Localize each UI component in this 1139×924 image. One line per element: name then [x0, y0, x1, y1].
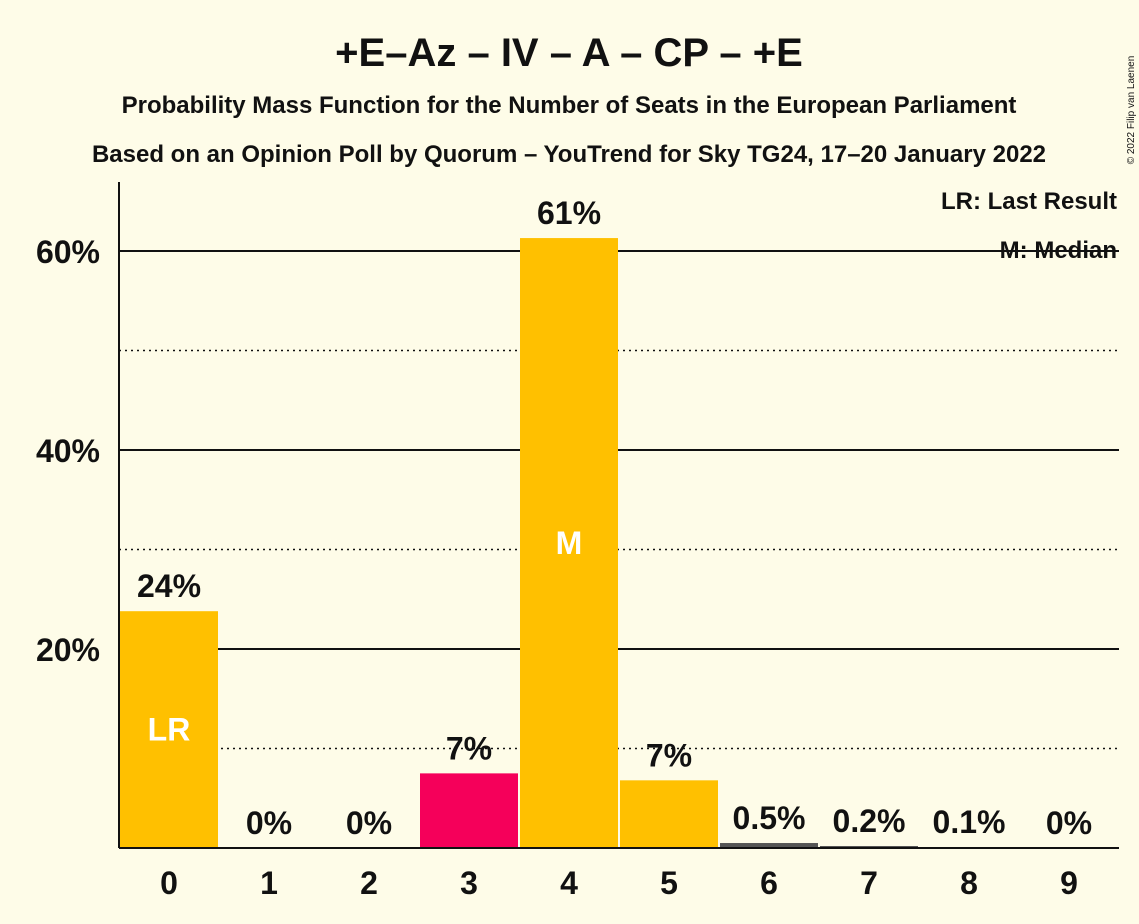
x-tick-label-8: 8 [960, 865, 978, 901]
legend-last-result: LR: Last Result [941, 188, 1117, 215]
copyright-text: © 2022 Filip van Laenen [1126, 56, 1137, 165]
x-tick-label-0: 0 [160, 865, 178, 901]
gridlines [119, 250, 1119, 750]
chart-subtitle-poll: Based on an Opinion Poll by Quorum – You… [92, 141, 1046, 168]
x-tick-label-1: 1 [260, 865, 278, 901]
y-tick-label: 20% [36, 632, 100, 668]
x-tick-label-9: 9 [1060, 865, 1078, 901]
x-tick-label-4: 4 [560, 865, 578, 901]
axis-ticks: 0 1 2 3 4 5 6 7 8 9 20% 40% 60% [36, 234, 1078, 901]
y-tick-label: 60% [36, 234, 100, 270]
bar-value-label-0: 24% [137, 568, 201, 604]
bar-value-label-1: 0% [246, 805, 292, 841]
bar-4 [520, 238, 618, 848]
bar-3 [420, 773, 518, 848]
y-tick-label: 40% [36, 433, 100, 469]
bar-value-label-2: 0% [346, 805, 392, 841]
x-tick-label-6: 6 [760, 865, 778, 901]
bar-value-label-4: 61% [537, 195, 601, 231]
bar-value-label-6: 0.5% [733, 800, 806, 836]
bar-value-label-8: 0.1% [933, 804, 1006, 840]
x-tick-label-3: 3 [460, 865, 478, 901]
bar-value-label-3: 7% [446, 730, 492, 766]
x-tick-label-5: 5 [660, 865, 678, 901]
bar-5 [620, 780, 718, 848]
x-tick-label-2: 2 [360, 865, 378, 901]
x-tick-label-7: 7 [860, 865, 878, 901]
bar-value-label-9: 0% [1046, 805, 1092, 841]
bar-inner-mark-0: LR [148, 712, 191, 748]
bar-inner-mark-4: M [556, 525, 583, 561]
legend-median: M: Median [1000, 237, 1117, 264]
bars: 24% LR 0% 0% 7% 61% M 7% 0.5% 0.2% 0.1% 0% [120, 195, 1092, 848]
bar-value-label-7: 0.2% [833, 803, 906, 839]
bar-value-label-5: 7% [646, 737, 692, 773]
bar-6 [720, 843, 818, 848]
chart-subtitle: Probability Mass Function for the Number… [122, 92, 1017, 119]
chart-title: +E–Az – IV – A – CP – +E [335, 31, 803, 75]
bar-0 [120, 611, 218, 848]
